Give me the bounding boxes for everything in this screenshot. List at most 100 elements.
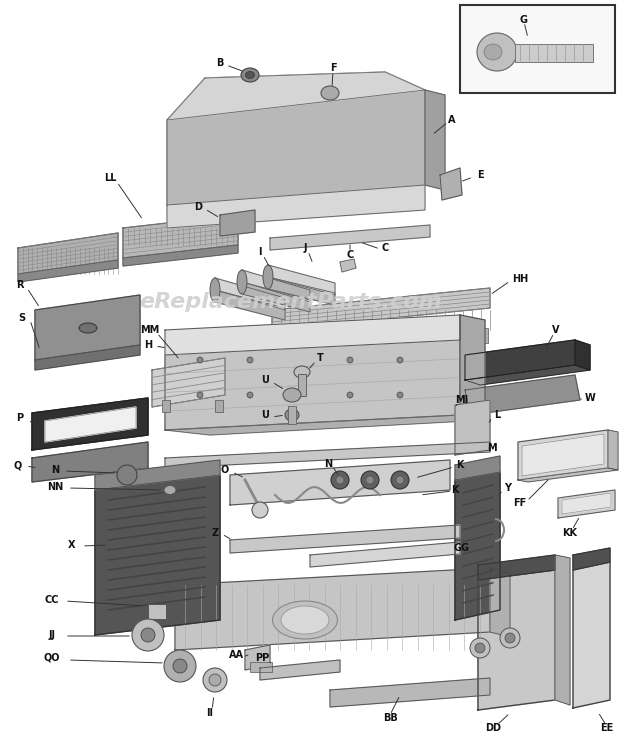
Ellipse shape [281, 606, 329, 634]
Text: T: T [317, 353, 324, 363]
Polygon shape [18, 260, 118, 282]
Circle shape [336, 476, 344, 484]
Bar [148, 604, 166, 619]
Bar [215, 400, 223, 412]
Circle shape [331, 471, 349, 489]
Polygon shape [215, 290, 285, 320]
Text: P: P [17, 413, 24, 423]
Ellipse shape [263, 265, 273, 289]
Text: G: G [520, 15, 528, 25]
Polygon shape [575, 340, 590, 370]
Text: D: D [194, 202, 202, 212]
Polygon shape [123, 245, 238, 266]
Circle shape [164, 650, 196, 682]
Text: K: K [456, 460, 464, 470]
Polygon shape [167, 185, 425, 228]
Polygon shape [562, 493, 611, 514]
Text: Y: Y [505, 483, 511, 493]
Ellipse shape [237, 270, 247, 294]
Polygon shape [478, 570, 555, 710]
Circle shape [475, 643, 485, 653]
Polygon shape [465, 340, 575, 380]
Polygon shape [242, 282, 310, 312]
Circle shape [173, 659, 187, 673]
Polygon shape [32, 398, 148, 450]
Polygon shape [152, 358, 225, 407]
Polygon shape [330, 678, 490, 707]
Circle shape [397, 357, 403, 363]
Polygon shape [425, 90, 445, 190]
Text: F: F [330, 63, 336, 73]
Ellipse shape [241, 68, 259, 82]
Ellipse shape [285, 409, 299, 421]
Circle shape [132, 619, 164, 651]
Polygon shape [490, 568, 510, 637]
Circle shape [366, 476, 374, 484]
Polygon shape [18, 233, 118, 274]
Ellipse shape [246, 72, 254, 79]
Text: NN: NN [47, 482, 63, 492]
Text: C: C [347, 250, 353, 260]
Ellipse shape [283, 388, 301, 402]
Ellipse shape [321, 86, 339, 100]
Circle shape [247, 357, 253, 363]
Circle shape [203, 668, 227, 692]
Polygon shape [165, 315, 460, 355]
Bar [280, 328, 288, 343]
Circle shape [117, 465, 137, 485]
Polygon shape [270, 225, 430, 250]
Polygon shape [455, 472, 500, 620]
Text: MI: MI [456, 395, 469, 405]
Ellipse shape [164, 485, 176, 494]
Text: U: U [261, 375, 269, 385]
Polygon shape [440, 168, 462, 200]
Ellipse shape [210, 278, 220, 302]
Circle shape [209, 674, 221, 686]
Text: EE: EE [600, 723, 614, 733]
Circle shape [347, 357, 353, 363]
Ellipse shape [273, 601, 337, 639]
Polygon shape [465, 365, 590, 385]
Polygon shape [310, 542, 460, 567]
Ellipse shape [477, 33, 517, 71]
Polygon shape [35, 295, 140, 360]
Text: CC: CC [45, 595, 60, 605]
Text: MM: MM [140, 325, 159, 335]
Polygon shape [518, 468, 618, 482]
Text: FF: FF [513, 498, 526, 508]
Polygon shape [165, 415, 485, 435]
Circle shape [361, 471, 379, 489]
Circle shape [396, 476, 404, 484]
Text: II: II [206, 708, 213, 718]
Text: PP: PP [255, 653, 269, 663]
Polygon shape [455, 400, 490, 455]
Polygon shape [272, 288, 490, 330]
Circle shape [247, 392, 253, 398]
Polygon shape [242, 270, 310, 302]
Text: C: C [381, 243, 389, 253]
Bar [250, 662, 272, 672]
Polygon shape [95, 460, 220, 490]
Polygon shape [245, 645, 270, 670]
Circle shape [470, 638, 490, 658]
Text: LL: LL [104, 173, 117, 183]
Polygon shape [555, 555, 570, 705]
Text: S: S [19, 313, 25, 323]
Circle shape [197, 392, 203, 398]
Polygon shape [165, 442, 490, 468]
Polygon shape [32, 442, 148, 482]
Text: V: V [552, 325, 560, 335]
Text: KK: KK [562, 528, 577, 538]
Circle shape [347, 392, 353, 398]
Text: K: K [451, 485, 459, 495]
Bar [288, 406, 296, 424]
Polygon shape [478, 555, 555, 580]
Polygon shape [465, 375, 580, 415]
Polygon shape [167, 72, 425, 120]
Text: Q: Q [14, 460, 22, 470]
Polygon shape [167, 72, 425, 205]
Circle shape [391, 471, 409, 489]
Text: L: L [494, 410, 500, 420]
Polygon shape [573, 562, 610, 708]
Bar [515, 44, 593, 62]
